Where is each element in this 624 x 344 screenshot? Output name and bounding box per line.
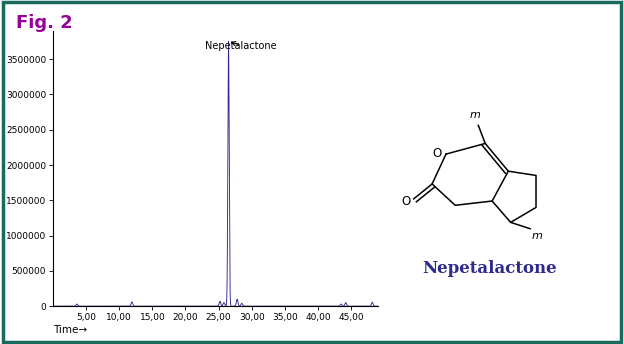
Text: O: O (401, 195, 410, 207)
Text: Fig. 2: Fig. 2 (16, 14, 72, 32)
Text: Time→: Time→ (53, 325, 87, 335)
Y-axis label: Abundance: Abundance (0, 139, 3, 198)
Text: Nepetalactone: Nepetalactone (422, 260, 557, 277)
Text: Nepetalactone: Nepetalactone (205, 41, 277, 51)
Text: O: O (432, 147, 441, 160)
Text: m: m (532, 231, 543, 241)
Text: m: m (469, 110, 480, 120)
